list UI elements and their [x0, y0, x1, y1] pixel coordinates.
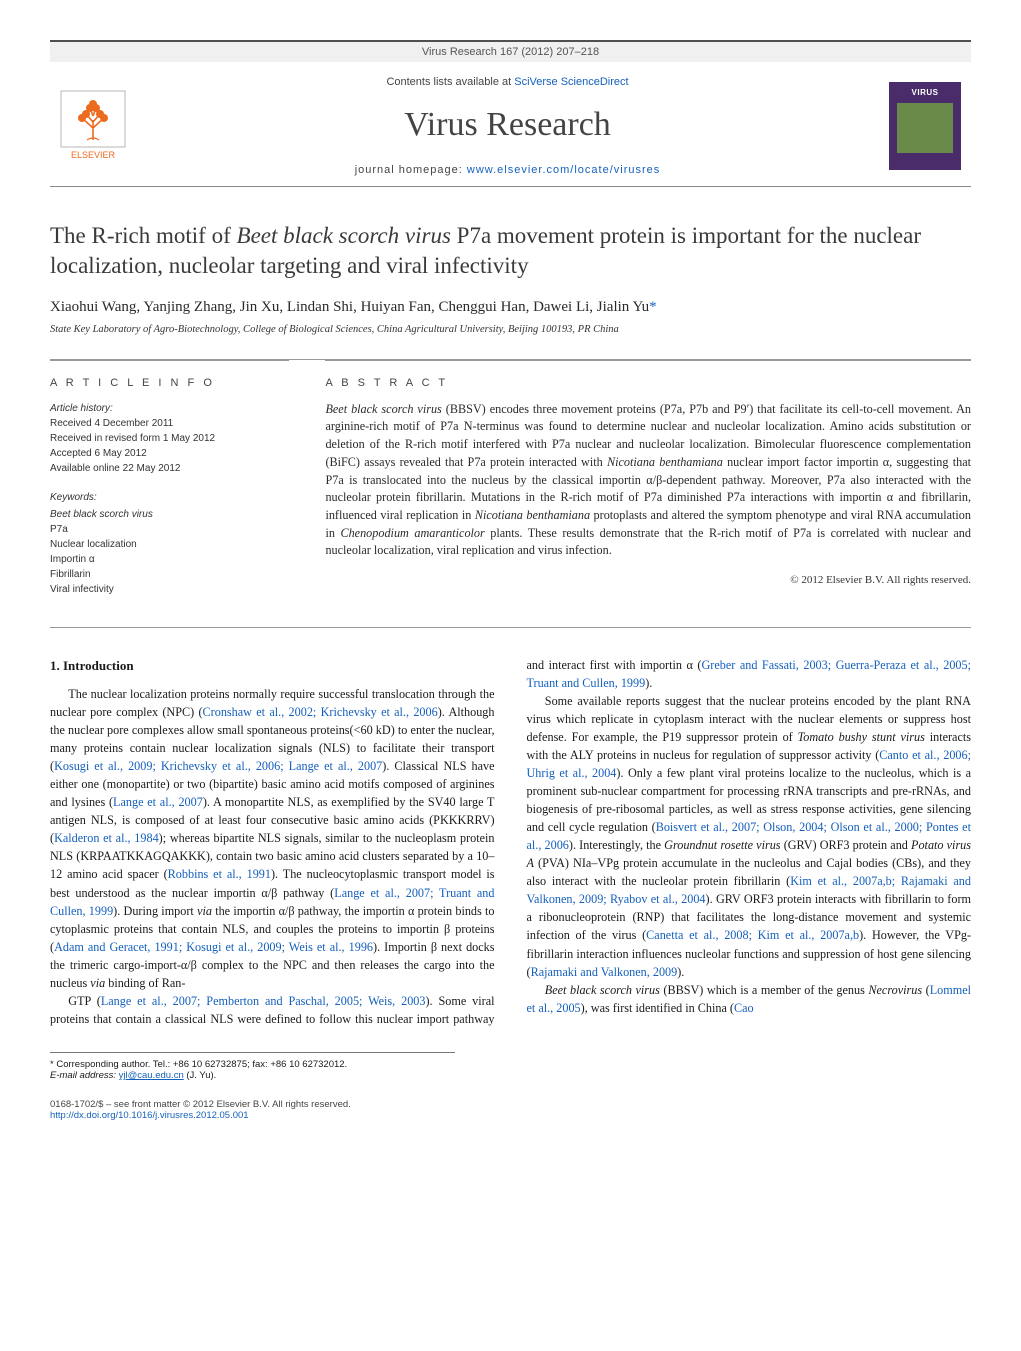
doi-link[interactable]: http://dx.doi.org/10.1016/j.virusres.201…	[50, 1110, 249, 1121]
info-abstract-panel: A R T I C L E I N F O Article history: R…	[50, 359, 971, 628]
corresponding-email-link[interactable]: yjl@cau.edu.cn	[119, 1070, 184, 1081]
sciencedirect-link[interactable]: SciVerse ScienceDirect	[514, 76, 628, 88]
cover-image-placeholder	[897, 103, 953, 153]
keywords-block: Keywords: Beet black scorch virus P7a Nu…	[50, 490, 277, 597]
article-history: Article history: Received 4 December 201…	[50, 401, 277, 476]
abstract-heading: A B S T R A C T	[325, 377, 971, 389]
corresponding-author-footer: * Corresponding author. Tel.: +86 10 627…	[50, 1052, 455, 1081]
abstract-column: A B S T R A C T Beet black scorch virus …	[325, 360, 971, 611]
svg-text:ELSEVIER: ELSEVIER	[71, 150, 116, 160]
journal-cover-thumbnail: VIRUS	[889, 82, 961, 170]
article-title: The R-rich motif of Beet black scorch vi…	[50, 221, 971, 281]
elsevier-tree-logo: ELSEVIER	[60, 90, 126, 162]
journal-homepage-link[interactable]: www.elsevier.com/locate/virusres	[467, 164, 660, 176]
section-heading-introduction: 1. Introduction	[50, 656, 495, 675]
abstract-text: Beet black scorch virus (BBSV) encodes t…	[325, 401, 971, 560]
journal-homepage-line: journal homepage: www.elsevier.com/locat…	[146, 164, 869, 176]
body-text-columns: 1. Introduction The nuclear localization…	[50, 656, 971, 1028]
body-paragraph: Some available reports suggest that the …	[527, 692, 972, 981]
contents-lists-line: Contents lists available at SciVerse Sci…	[146, 76, 869, 88]
affiliation: State Key Laboratory of Agro-Biotechnolo…	[50, 324, 971, 335]
front-matter-footer: 0168-1702/$ – see front matter © 2012 El…	[50, 1099, 971, 1121]
author-list: Xiaohui Wang, Yanjing Zhang, Jin Xu, Lin…	[50, 299, 971, 316]
cover-label: VIRUS	[912, 88, 939, 97]
article-info-heading: A R T I C L E I N F O	[50, 377, 277, 389]
abstract-copyright: © 2012 Elsevier B.V. All rights reserved…	[325, 574, 971, 586]
running-header: Virus Research 167 (2012) 207–218	[50, 40, 971, 62]
corresponding-marker: *	[649, 299, 657, 315]
body-paragraph: The nuclear localization proteins normal…	[50, 685, 495, 992]
publisher-logo-block: ELSEVIER	[60, 90, 126, 162]
journal-title: Virus Research	[146, 106, 869, 144]
article-info-column: A R T I C L E I N F O Article history: R…	[50, 360, 289, 611]
masthead: ELSEVIER Contents lists available at Sci…	[50, 62, 971, 187]
body-paragraph: Beet black scorch virus (BBSV) which is …	[527, 981, 972, 1017]
masthead-center: Contents lists available at SciVerse Sci…	[126, 76, 889, 176]
